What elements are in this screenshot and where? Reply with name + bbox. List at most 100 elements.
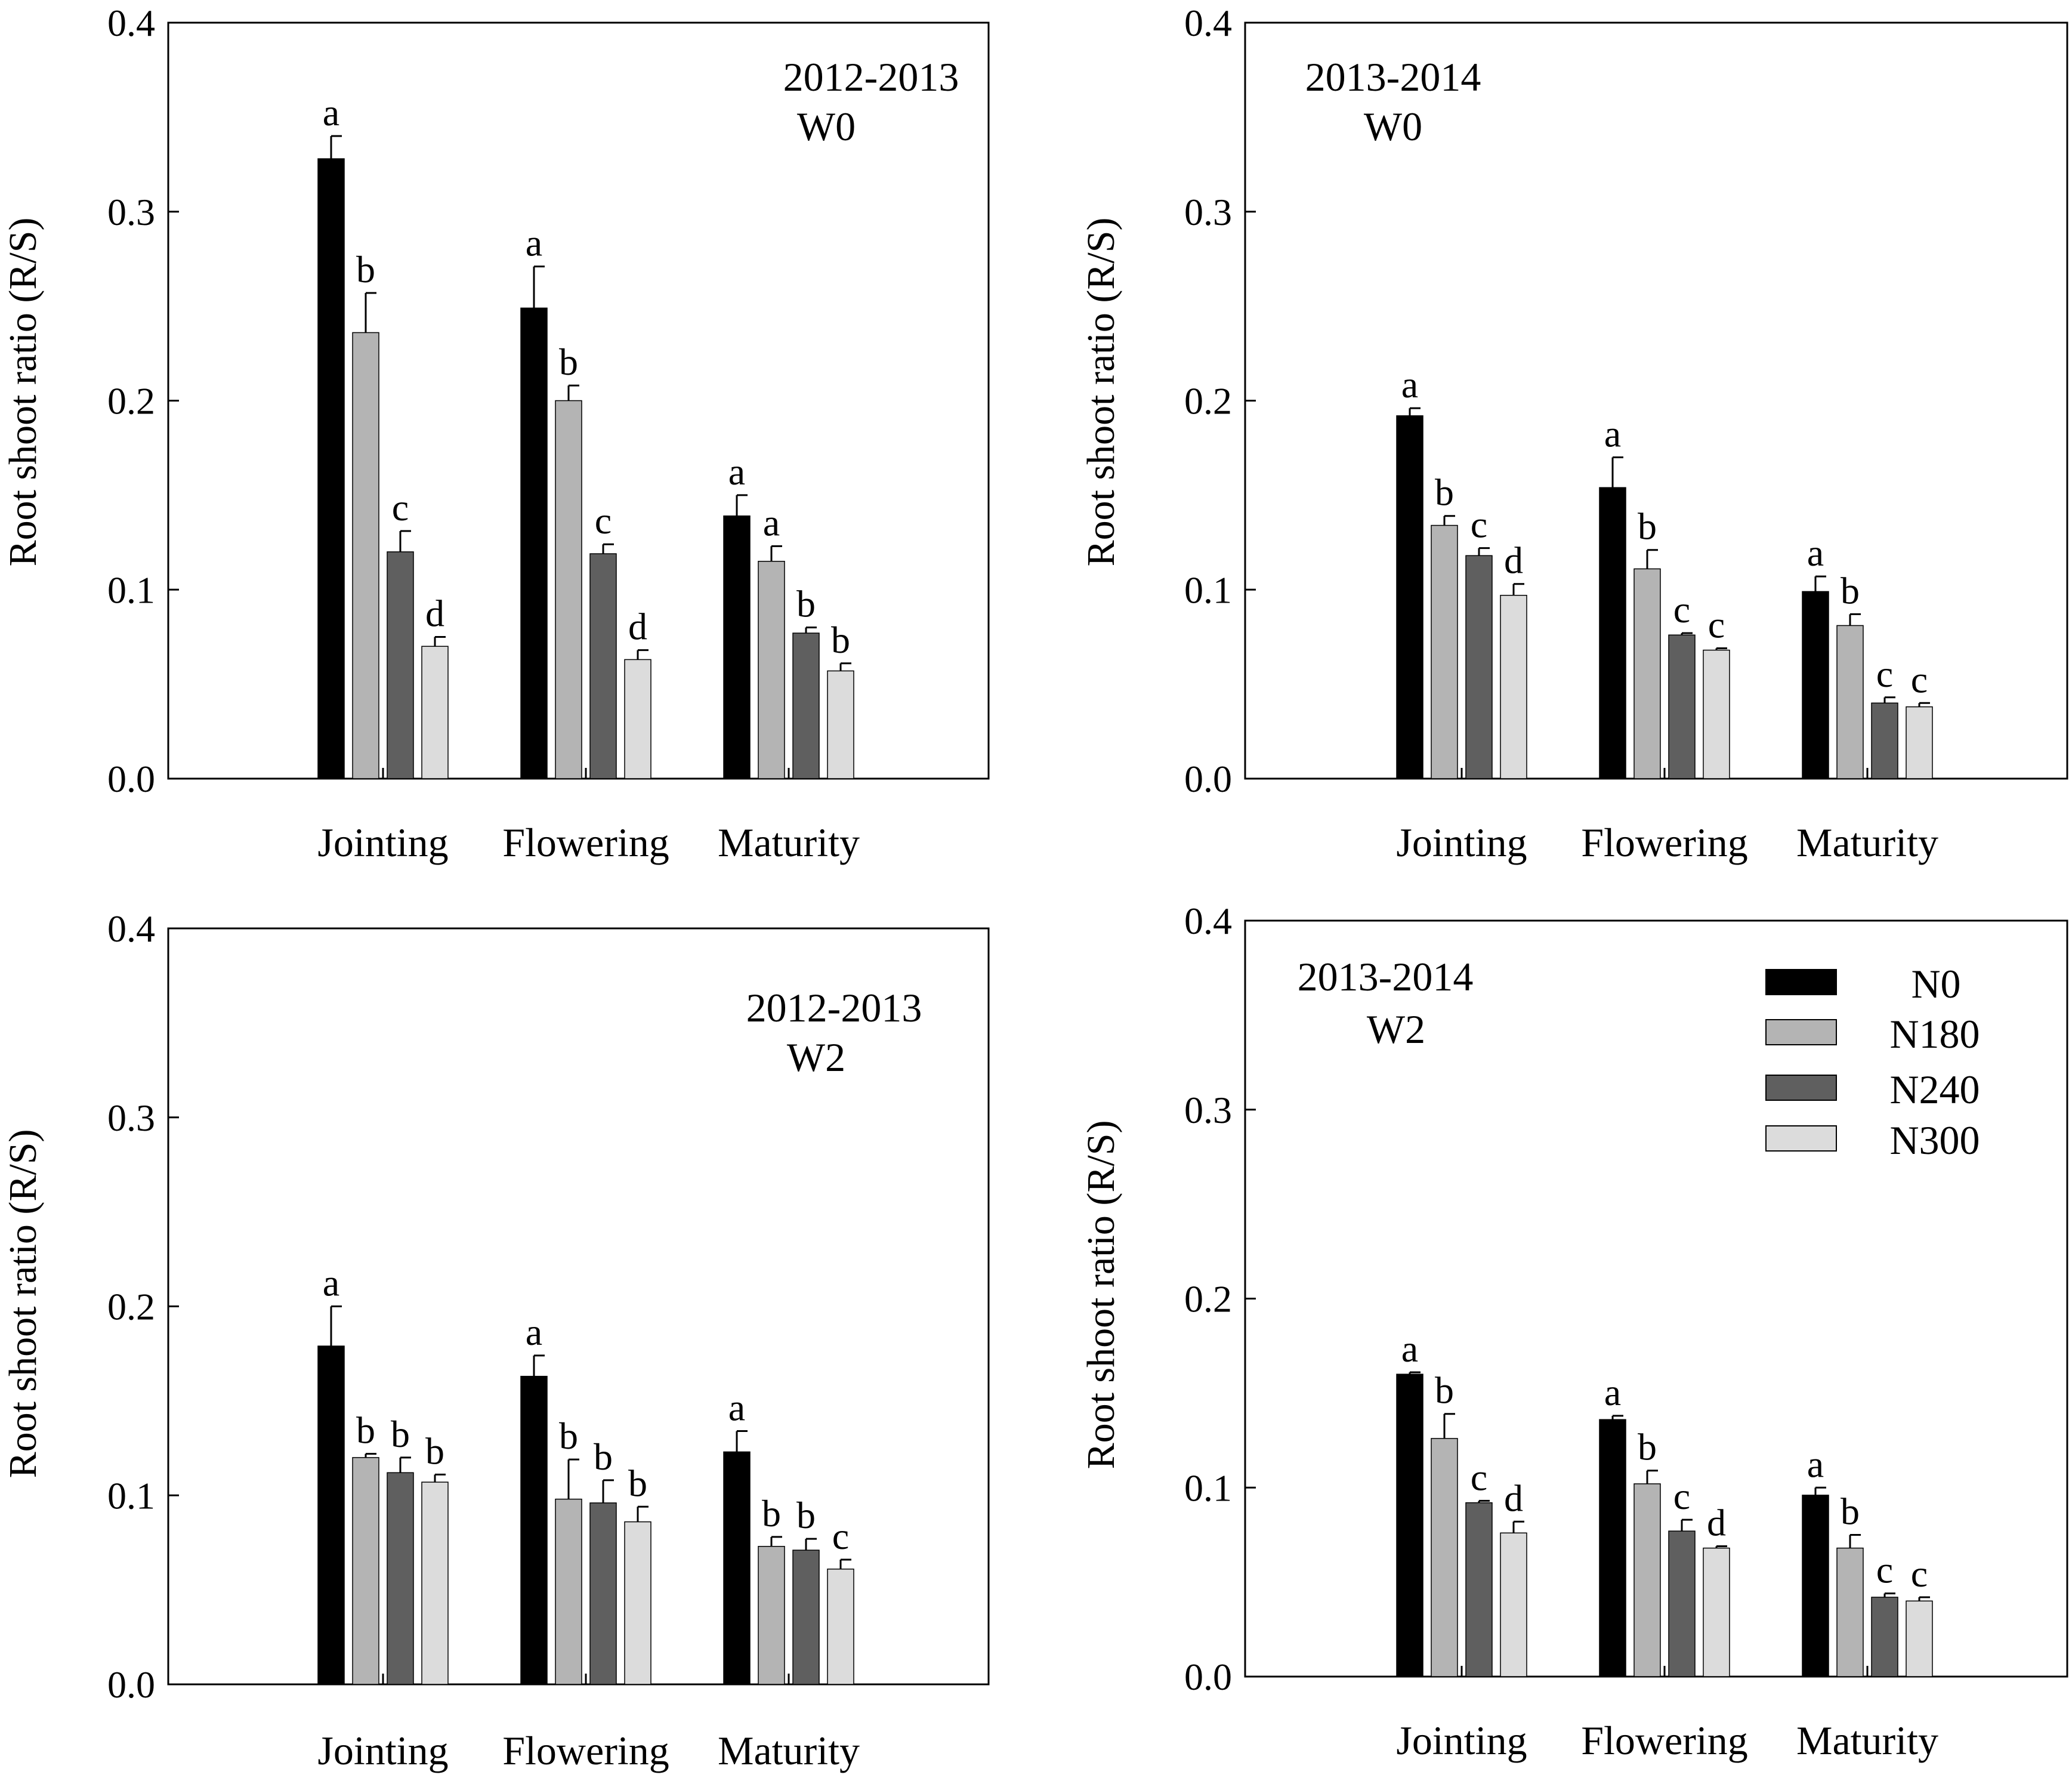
bar [421,646,449,779]
panel-2013-2014-w2: Root shoot ratio (R/S) 2013-2014 W2 0.0 0… [1079,900,2068,1763]
y-tick-label: 0.1 [107,1474,155,1517]
bar [1906,706,1933,779]
y-tick-label: 0.4 [107,908,155,950]
significance-letter: d [628,606,647,648]
legend-swatch-n180 [1765,1019,1837,1045]
panel-subtitle: W2 [787,1035,845,1080]
legend-label-n300: N300 [1889,1118,1980,1163]
bar [589,553,617,779]
y-tick-label: 0.2 [107,380,155,422]
category-label: Flowering [502,1728,669,1773]
bar [1431,1438,1458,1677]
panel-2013-2014-w0: Root shoot ratio (R/S) 2013-2014 W0 0.0 0… [1079,2,2068,865]
bar [758,560,785,779]
bar [1802,1495,1829,1677]
bar [1836,1547,1864,1677]
significance-letter: b [1435,1369,1454,1412]
bar [1465,555,1493,779]
significance-letter: b [1841,1490,1860,1532]
y-tick-label: 0.0 [1184,758,1232,800]
bar [1703,649,1730,779]
significance-letter: b [356,248,375,291]
legend-swatch-n240 [1765,1075,1837,1101]
legend-label-n240: N240 [1889,1067,1980,1112]
significance-letter: b [559,341,578,383]
significance-letter: b [762,1492,781,1535]
significance-letter: b [831,619,850,661]
legend-label-n180: N180 [1889,1011,1980,1057]
significance-letter: c [832,1515,849,1557]
significance-letter: c [1911,1552,1928,1595]
significance-letter: a [323,1262,339,1304]
bar [352,332,379,779]
significance-letter: c [1876,653,1893,695]
significance-letter: c [1673,1475,1690,1517]
significance-letter: b [594,1436,613,1478]
significance-letter: a [1604,413,1621,455]
legend-label-n0: N0 [1911,961,1960,1007]
panel-2012-2013-w2: Root shoot ratio (R/S) 2012-2013 W2 0.0 0… [1,908,990,1773]
significance-letter: a [1807,532,1824,574]
bar [792,632,820,779]
significance-letter: c [1471,1456,1487,1498]
significance-letter: b [391,1413,410,1455]
panel-subtitle: W0 [1364,104,1422,149]
significance-letter: a [1604,1371,1621,1413]
panel-2012-2013-w0: Root shoot ratio (R/S) 2012-2013 W0 0.0 0… [1,2,990,865]
significance-letter: b [425,1430,444,1472]
bar [1396,415,1423,779]
y-axis-label: Root shoot ratio (R/S) [1,1129,45,1478]
significance-letter: c [392,486,409,529]
bar [1500,1532,1527,1677]
bar [555,1498,582,1685]
bar [723,1451,751,1685]
y-tick-label: 0.4 [1184,900,1232,942]
y-axis-label: Root shoot ratio (R/S) [1,218,45,567]
bar [1633,1483,1661,1677]
bar [1906,1600,1933,1677]
bar [1465,1502,1493,1677]
bar [827,1569,854,1685]
category-label: Flowering [1581,1718,1748,1763]
significance-letter: b [1435,471,1454,514]
y-tick-label: 0.3 [107,1097,155,1139]
significance-letter: c [595,499,612,542]
significance-letter: d [425,592,444,634]
bar [723,515,751,779]
category-label: Maturity [718,1728,860,1773]
category-label: Maturity [1796,1718,1938,1763]
panel-subtitle: W0 [797,104,856,149]
significance-letter: a [728,1387,745,1429]
significance-letter: c [1471,504,1487,546]
bar [1396,1373,1423,1677]
bar [1431,524,1458,779]
bar [624,659,651,779]
bar [317,158,345,779]
significance-letter: d [1504,1477,1523,1519]
significance-letter: a [526,222,542,264]
significance-letter: c [1911,658,1928,700]
y-axis-label: Root shoot ratio (R/S) [1079,218,1123,567]
bar [1836,625,1864,779]
significance-letter: a [1401,1328,1418,1370]
y-tick-label: 0.3 [1184,191,1232,233]
significance-letter: a [1401,363,1418,406]
bar [555,400,582,779]
significance-letter: a [763,501,780,544]
significance-letter: c [1673,588,1690,631]
category-label: Jointing [317,1728,448,1773]
y-tick-label: 0.4 [1184,2,1232,44]
category-label: Jointing [1396,820,1527,865]
legend: N0 N180 N240 N300 [1765,961,1980,1163]
legend-swatch-n300 [1765,1125,1837,1152]
bar [1599,487,1626,779]
panel-title: 2012-2013 [783,54,959,100]
bar [758,1546,785,1685]
bar [1500,595,1527,779]
significance-letter: a [1807,1443,1824,1485]
y-tick-label: 0.2 [1184,380,1232,422]
bar [624,1521,651,1685]
bar [387,551,414,779]
